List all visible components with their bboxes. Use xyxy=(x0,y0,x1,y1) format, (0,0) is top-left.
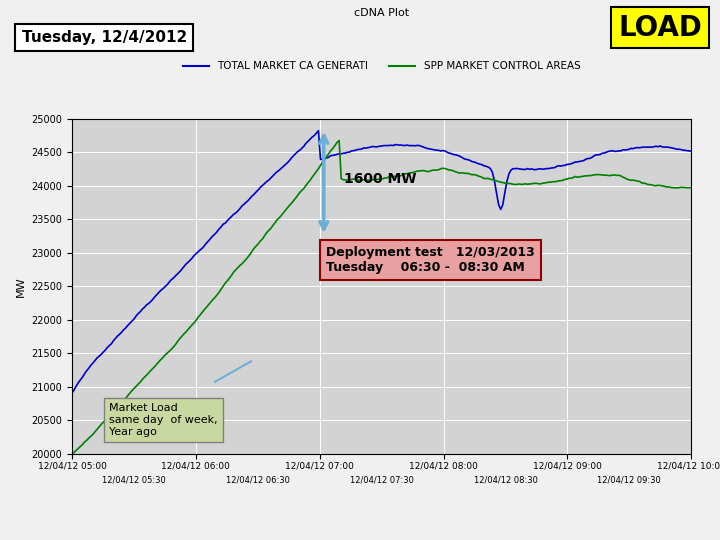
SPP MARKET CONTROL AREAS xyxy=(687,184,696,191)
Y-axis label: MW: MW xyxy=(16,276,26,296)
Text: Market Load
same day  of week,
Year ago: Market Load same day of week, Year ago xyxy=(109,403,217,436)
Text: 12/04/12 05:30: 12/04/12 05:30 xyxy=(102,475,166,484)
TOTAL MARKET CA GENERATI xyxy=(449,151,457,158)
TOTAL MARKET CA GENERATI xyxy=(687,148,696,154)
SPP MARKET CONTROL AREAS xyxy=(335,137,343,144)
TOTAL MARKET CA GENERATI xyxy=(70,387,78,393)
TOTAL MARKET CA GENERATI xyxy=(314,127,323,134)
SPP MARKET CONTROL AREAS xyxy=(592,171,600,178)
Text: 12/04/12 08:30: 12/04/12 08:30 xyxy=(474,475,537,484)
Text: 12/04/12 06:30: 12/04/12 06:30 xyxy=(226,475,289,484)
Text: 1600 MW: 1600 MW xyxy=(344,172,417,186)
Text: cDNA Plot: cDNA Plot xyxy=(354,8,409,18)
Text: LOAD: LOAD xyxy=(618,14,702,42)
SPP MARKET CONTROL AREAS xyxy=(438,165,447,172)
Line: TOTAL MARKET CA GENERATI: TOTAL MARKET CA GENERATI xyxy=(72,131,691,393)
SPP MARKET CONTROL AREAS xyxy=(436,165,445,172)
TOTAL MARKET CA GENERATI xyxy=(631,145,639,151)
SPP MARKET CONTROL AREAS xyxy=(68,450,76,457)
SPP MARKET CONTROL AREAS xyxy=(449,167,457,174)
SPP MARKET CONTROL AREAS xyxy=(631,177,639,184)
Text: Tuesday, 12/4/2012: Tuesday, 12/4/2012 xyxy=(22,30,187,45)
Legend: TOTAL MARKET CA GENERATI, SPP MARKET CONTROL AREAS: TOTAL MARKET CA GENERATI, SPP MARKET CON… xyxy=(179,57,585,76)
TOTAL MARKET CA GENERATI xyxy=(592,152,600,158)
TOTAL MARKET CA GENERATI xyxy=(438,147,447,154)
Line: SPP MARKET CONTROL AREAS: SPP MARKET CONTROL AREAS xyxy=(72,140,691,454)
Text: 12/04/12 07:30: 12/04/12 07:30 xyxy=(350,475,413,484)
SPP MARKET CONTROL AREAS xyxy=(70,449,78,456)
TOTAL MARKET CA GENERATI xyxy=(436,148,445,154)
TOTAL MARKET CA GENERATI xyxy=(68,390,76,396)
Text: 12/04/12 09:30: 12/04/12 09:30 xyxy=(598,475,661,484)
Text: Deployment test   12/03/2013
Tuesday    06:30 -  08:30 AM: Deployment test 12/03/2013 Tuesday 06:30… xyxy=(326,246,535,274)
